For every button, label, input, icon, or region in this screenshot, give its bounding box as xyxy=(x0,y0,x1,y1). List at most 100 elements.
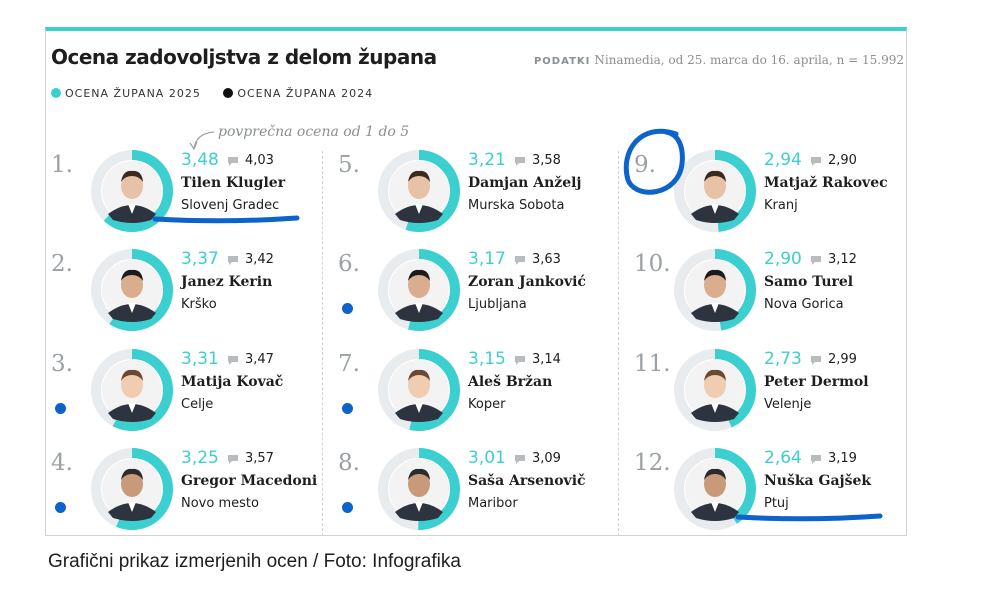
mayor-name: Peter Dermol xyxy=(764,374,869,390)
mayor-rank: 4. xyxy=(51,450,73,476)
bubble-shape xyxy=(515,455,525,464)
portrait-shirt xyxy=(415,303,423,313)
column-divider xyxy=(322,151,323,536)
mayor-name: Damjan Anželj xyxy=(468,175,582,191)
portrait-face xyxy=(408,372,430,398)
score-2024: 3,14 xyxy=(532,352,561,367)
mayor-city: Slovenj Gradec xyxy=(181,198,280,213)
speech-bubble-icon xyxy=(811,356,821,365)
score-2025: 2,64 xyxy=(764,448,802,468)
mayor-rank: 7. xyxy=(338,351,360,377)
mayor-city: Ptuj xyxy=(764,496,789,511)
bubble-shape xyxy=(811,256,821,265)
donut-value-arc xyxy=(91,249,173,331)
legend-swatch-2024 xyxy=(223,88,234,98)
bubble-shape xyxy=(515,356,525,365)
portrait-hair xyxy=(704,468,726,480)
blue-marker-dot xyxy=(342,303,353,314)
speech-bubble-icon xyxy=(228,455,238,464)
donut-value-arc xyxy=(674,448,756,530)
mayor-portrait xyxy=(389,360,449,422)
speech-bubble-icon xyxy=(515,157,525,166)
blue-marker-dot xyxy=(342,502,353,513)
portrait-shirt xyxy=(128,303,136,313)
score-2025: 3,15 xyxy=(468,349,506,369)
donut-value-arc xyxy=(378,448,460,530)
bubble-shape xyxy=(228,256,238,265)
legend-label-2025: OCENA ŽUPANA 2025 xyxy=(65,87,201,100)
score-donut xyxy=(674,150,756,232)
score-2025: 2,90 xyxy=(764,249,802,269)
donut-value-arc xyxy=(378,150,460,232)
infographic-card: Ocena zadovoljstva z delom župana PODATK… xyxy=(45,27,907,536)
score-2025: 3,01 xyxy=(468,448,506,468)
mayor-name: Saša Arsenovič xyxy=(468,473,586,489)
score-2025: 2,73 xyxy=(764,349,802,369)
score-2024: 3,63 xyxy=(532,252,561,267)
blue-underline-mark xyxy=(735,513,883,522)
mayor-portrait xyxy=(685,260,745,322)
mayor-portrait xyxy=(685,459,745,521)
speech-bubble-icon xyxy=(515,455,525,464)
score-donut xyxy=(674,249,756,331)
portrait-hair xyxy=(408,369,430,381)
mayor-name: Matija Kovač xyxy=(181,374,284,390)
score-2024: 3,09 xyxy=(532,451,561,466)
blue-marker-dot xyxy=(55,502,66,513)
score-2025: 3,48 xyxy=(181,150,219,170)
mayor-portrait xyxy=(102,459,162,521)
portrait-hair xyxy=(408,468,430,480)
mayor-card: 11. 2,73 2,99 Peter Dermol Velenje xyxy=(634,347,884,437)
score-2025: 3,17 xyxy=(468,249,506,269)
legend-item-2024: OCENA ŽUPANA 2024 xyxy=(223,87,373,100)
mayor-name: Janez Kerin xyxy=(181,274,273,290)
mayor-card: 2. 3,37 3,42 Janez Kerin Krško xyxy=(51,247,301,337)
speech-bubble-icon xyxy=(228,256,238,265)
score-2024: 3,58 xyxy=(532,153,561,168)
score-donut xyxy=(91,150,173,232)
portrait-shirt xyxy=(415,204,423,214)
mayor-portrait xyxy=(389,161,449,223)
mayor-card: 6. 3,17 3,63 Zoran Janković Ljubljana xyxy=(338,247,588,337)
donut-value-arc xyxy=(91,150,173,232)
mayor-card: 7. 3,15 3,14 Aleš Bržan Koper xyxy=(338,347,588,437)
legend: OCENA ŽUPANA 2025 OCENA ŽUPANA 2024 xyxy=(51,87,391,100)
source-text: Ninamedia, od 25. marca do 16. aprila, n… xyxy=(594,53,904,67)
donut-value-arc xyxy=(674,150,756,232)
speech-bubble-icon xyxy=(228,157,238,166)
mayor-rank: 6. xyxy=(338,251,360,277)
legend-label-2024: OCENA ŽUPANA 2024 xyxy=(237,87,374,100)
score-2024: 3,19 xyxy=(828,451,857,466)
portrait-hair xyxy=(408,170,430,182)
mayor-rank: 10. xyxy=(634,251,671,277)
portrait-hair xyxy=(704,269,726,281)
speech-bubble-icon xyxy=(515,256,525,265)
donut-value-arc xyxy=(91,448,173,530)
portrait-face xyxy=(121,372,143,398)
bubble-shape xyxy=(811,356,821,365)
bubble-shape xyxy=(811,157,821,166)
score-2025: 3,21 xyxy=(468,150,506,170)
source-line: PODATKI Ninamedia, od 25. marca do 16. ap… xyxy=(534,53,904,67)
score-donut xyxy=(91,249,173,331)
score-2024: 3,12 xyxy=(828,252,857,267)
portrait-face xyxy=(121,272,143,298)
mayor-city: Koper xyxy=(468,397,506,412)
mayor-rank: 2. xyxy=(51,251,73,277)
portrait-face xyxy=(704,173,726,199)
mayor-portrait xyxy=(685,360,745,422)
mayor-city: Velenje xyxy=(764,397,812,412)
mayor-card: 9. 2,94 2,90 Matjaž Rakovec Kranj xyxy=(634,148,888,238)
score-2025: 3,25 xyxy=(181,448,219,468)
mayor-city: Celje xyxy=(181,397,214,412)
column-divider xyxy=(618,151,619,536)
portrait-hair xyxy=(704,369,726,381)
portrait-hair xyxy=(121,369,143,381)
portrait-face xyxy=(704,272,726,298)
speech-bubble-icon xyxy=(515,356,525,365)
blue-circle-mark xyxy=(623,128,685,195)
portrait-face xyxy=(408,471,430,497)
portrait-shirt xyxy=(711,403,719,413)
mayor-card: 5. 3,21 3,58 Damjan Anželj Murska Sobota xyxy=(338,148,588,238)
